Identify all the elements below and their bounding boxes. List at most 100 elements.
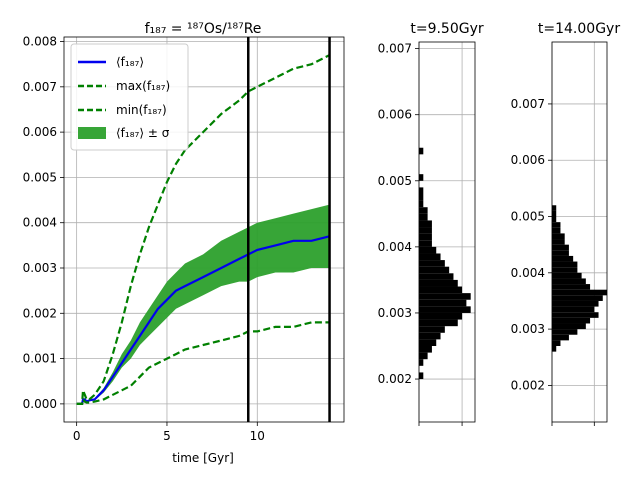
hist2-ytick-label: 0.004	[511, 266, 545, 280]
hist1-bar	[419, 147, 424, 155]
hist1-bar	[419, 174, 424, 181]
hist2-bar	[552, 222, 561, 228]
main-xtick-label: 5	[163, 429, 171, 443]
hist2-bar	[552, 329, 578, 335]
main-frame	[63, 36, 345, 423]
hist1-ytick-label: 0.004	[378, 240, 412, 254]
legend-mean-label: ⟨f₁₈₇⟩	[116, 55, 144, 69]
hist2-bar	[552, 346, 557, 352]
hist2-bar	[552, 289, 607, 296]
hist1-ytick-label: 0.005	[378, 174, 412, 188]
hist2-bar	[552, 261, 578, 268]
main-xlabel: time [Gyr]	[172, 451, 234, 465]
hist1-bar	[419, 286, 463, 294]
main-ytick-label: 0.002	[23, 306, 57, 320]
hist2-plot: 0.002 0.003 0.004 0.005 0.006 0.007	[511, 41, 608, 426]
hist1-bar	[419, 260, 445, 267]
hist1-ytick-label: 0.007	[378, 42, 412, 56]
hist1-bar	[419, 233, 432, 241]
mean-line	[76, 235, 330, 405]
hist2-ytick-label: 0.007	[511, 97, 545, 111]
hist1-bar	[419, 293, 471, 300]
hist2-bar	[552, 334, 569, 341]
hist2-bar	[552, 227, 561, 234]
hist2-bar	[552, 312, 599, 318]
min-line	[76, 321, 330, 405]
hist1-bar	[419, 253, 441, 261]
hist2-bar	[552, 323, 586, 330]
hist1-plot: 0.002 0.003 0.004 0.005 0.006 0.007	[378, 41, 476, 426]
hist2-bar	[552, 216, 557, 223]
main-plot: 0 5 10 0.000 0.001 0.002 0.003 0.004 0.005 0.006 0…	[23, 35, 345, 443]
legend-frame	[70, 43, 189, 151]
hist1-bar	[419, 220, 432, 228]
legend-min-label: min(f₁₈₇)	[116, 103, 167, 117]
main-ytick-label: 0.000	[23, 397, 57, 411]
hist1-bar	[419, 240, 432, 247]
hist2-bar	[552, 295, 603, 301]
hist1-ytick-label: 0.003	[378, 306, 412, 320]
hist2-ytick-label: 0.005	[511, 210, 545, 224]
hist2-bar	[552, 210, 557, 217]
main-ytick-label: 0.006	[23, 125, 57, 139]
hist1-bar	[419, 266, 450, 274]
hist1-bar	[419, 207, 428, 214]
hist2-bar	[552, 250, 569, 256]
legend-band-label: ⟨f₁₈₇⟩ ± σ	[116, 126, 170, 140]
hist2-bar	[552, 317, 591, 324]
hist1-bar	[419, 279, 458, 287]
hist2-ytick-label: 0.003	[511, 322, 545, 336]
hist1-title: t=9.50Gyr	[410, 21, 484, 37]
main-title: f₁₈₇ = ¹⁸⁷Os/¹⁸⁷Re	[145, 21, 262, 37]
hist2-bar	[552, 278, 586, 285]
main-ytick-label: 0.007	[23, 80, 57, 94]
hist1-bar	[419, 306, 471, 313]
main-ytick-label: 0.008	[23, 35, 57, 49]
hist2-bar	[552, 244, 569, 251]
hist1-frame	[418, 41, 476, 423]
hist1-bar	[419, 372, 424, 380]
main-ytick-label: 0.005	[23, 170, 57, 184]
hist2-bar	[552, 340, 561, 346]
legend-max-label: max(f₁₈₇)	[116, 79, 170, 93]
hist1-bar	[419, 359, 424, 366]
hist1-bar	[419, 299, 467, 307]
main-xtick-label: 0	[73, 429, 81, 443]
hist1-bar	[419, 319, 458, 327]
hist2-bar	[552, 205, 557, 211]
hist2-bar	[552, 272, 582, 279]
hist1-bar	[419, 312, 463, 320]
hist1-bar	[419, 194, 424, 201]
main-ytick-label: 0.004	[23, 216, 57, 230]
hist1-bar	[419, 187, 424, 194]
main-ytick-label: 0.001	[23, 352, 57, 366]
hist1-ytick-label: 0.006	[378, 108, 412, 122]
hist1-ytick-label: 0.002	[378, 372, 412, 386]
hist2-bar	[552, 300, 599, 307]
hist1-bar	[419, 273, 454, 280]
main-ytick-label: 0.003	[23, 261, 57, 275]
hist2-bar	[552, 306, 595, 313]
hist1-bar	[419, 200, 424, 208]
legend-band-swatch	[78, 127, 106, 139]
hist2-bar	[552, 267, 578, 273]
hist1-bar	[419, 332, 441, 340]
hist2-ytick-label: 0.006	[511, 153, 545, 167]
legend: ⟨f₁₈₇⟩ max(f₁₈₇) min(f₁₈₇) ⟨f₁₈₇⟩ ± σ	[70, 43, 189, 151]
sigma-band	[76, 204, 330, 404]
hist2-title: t=14.00Gyr	[538, 21, 620, 37]
hist1-bar	[419, 326, 445, 333]
hist1-bar	[419, 227, 432, 234]
hist1-bar	[419, 213, 428, 221]
hist1-bar	[419, 346, 432, 353]
hist2-frame	[551, 41, 608, 423]
hist1-bar	[419, 246, 437, 254]
hist2-bar	[552, 233, 565, 240]
hist2-bar	[552, 284, 591, 290]
hist2-bar	[552, 255, 574, 262]
hist1-bar	[419, 352, 428, 360]
hist1-bar	[419, 339, 437, 346]
hist2-bar	[552, 239, 565, 245]
hist2-ytick-label: 0.002	[511, 378, 545, 392]
